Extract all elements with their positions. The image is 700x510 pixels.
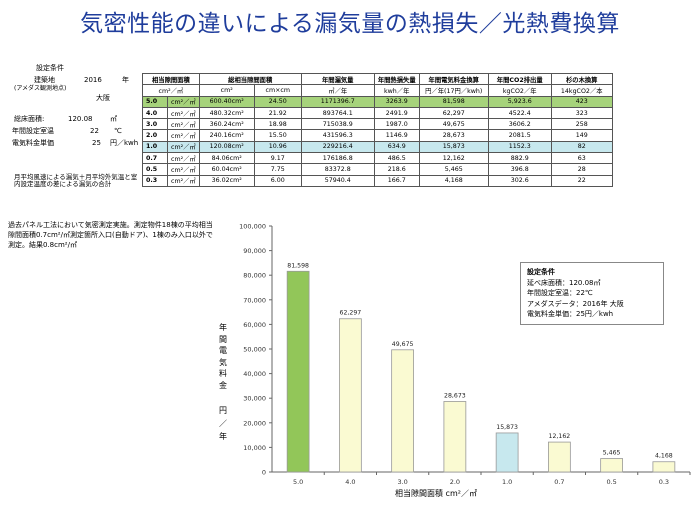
bar xyxy=(443,401,467,473)
bar xyxy=(495,432,519,473)
x-tick-label: 5.0 xyxy=(293,478,303,486)
bar xyxy=(286,270,310,473)
y-tick-label: 90,000 xyxy=(243,247,266,255)
y-tick-label: 30,000 xyxy=(243,395,266,403)
y-tick-label: 20,000 xyxy=(243,419,266,427)
temp-unit: ℃ xyxy=(114,127,122,135)
conditions-description: 月平均風速による漏気＋月平均外気温と室内設定温度の差による漏気の合計 xyxy=(14,173,138,189)
y-tick-label: 50,000 xyxy=(243,346,266,354)
y-axis-label: 年間電気料金 xyxy=(219,323,227,390)
x-tick-label: 4.0 xyxy=(345,478,355,486)
bar-value-label: 81,598 xyxy=(287,262,309,269)
y-axis-unit: 円／年 xyxy=(219,406,227,441)
year-value: 2016 xyxy=(84,76,102,84)
data-table: 相当隙間面積 総相当隙間面積 年間漏気量 年間熱損失量 年間電気料金換算 年間C… xyxy=(142,72,613,187)
bar xyxy=(339,318,362,473)
floor-area-value: 120.08 xyxy=(68,115,93,123)
temp-label: 年間設定室温 xyxy=(12,127,54,135)
building-label: 建築地 xyxy=(34,76,55,84)
measurement-note: 過去パネル工法において気密測定実施。測定物件18棟の平均相当隙間面積0.7cm²… xyxy=(8,221,213,250)
bar-value-label: 12,162 xyxy=(549,433,571,440)
settings-line: アメダスデータ：2016年 大阪 xyxy=(527,299,624,308)
rate-label: 電気料金単価 xyxy=(12,139,54,147)
y-tick-label: 80,000 xyxy=(243,272,266,280)
settings-line: 電気料金単価：25円／kwh xyxy=(527,310,614,318)
cell-ratio: 1.0 xyxy=(142,140,168,154)
location-value: 大阪 xyxy=(96,94,110,102)
bar xyxy=(600,458,623,473)
floor-area-unit: ㎡ xyxy=(110,115,117,123)
floor-area-label: 総床面積: xyxy=(14,115,45,123)
bar-value-label: 62,297 xyxy=(340,310,362,317)
conditions-heading: 設定条件 xyxy=(36,64,64,72)
table-row: 3.0 cm²／㎡ 360.24cm² 18.98 715038.9 1987.0 49,6… xyxy=(142,118,613,131)
y-tick-label: 40,000 xyxy=(243,370,266,378)
table-row: 5.0 cm²／㎡ 600.40cm² 24.50 1171396.7 3263.9 81,… xyxy=(142,95,613,108)
bar-value-label: 15,873 xyxy=(496,424,518,431)
x-tick-label: 0.7 xyxy=(554,478,564,486)
amedas-label: (アメダス観測地点) xyxy=(14,85,67,92)
table-row: 1.0 cm²／㎡ 120.08cm² 10.96 229216.4 634.9 15,87… xyxy=(142,140,613,154)
x-tick-label: 2.0 xyxy=(450,478,460,486)
x-tick-label: 0.5 xyxy=(606,478,616,486)
bar xyxy=(652,461,676,473)
bar-value-label: 5,465 xyxy=(603,450,621,457)
settings-line: 延べ床面積：120.08㎡ xyxy=(527,278,601,287)
bar-value-label: 28,673 xyxy=(444,392,466,399)
cell-co2: 302.6 xyxy=(487,174,552,187)
cell-ratio: 0.3 xyxy=(142,174,168,187)
y-tick-label: 10,000 xyxy=(243,444,266,452)
bar-value-label: 49,675 xyxy=(392,341,414,348)
col-header: 年間漏気量 xyxy=(300,72,375,86)
x-axis-label: 相当隙間面積 cm²／㎡ xyxy=(395,489,477,498)
temp-value: 22 xyxy=(90,127,99,135)
settings-box: 設定条件 延べ床面積：120.08㎡ 年間設定室温：22℃ アメダスデータ：20… xyxy=(520,262,664,325)
y-tick-label: 70,000 xyxy=(243,296,266,304)
year-unit: 年 xyxy=(122,76,129,84)
table-row: 0.3 cm²／㎡ 36.02cm² 6.00 57940.4 166.7 4,168 302… xyxy=(142,174,613,187)
settings-box-title: 設定条件 xyxy=(527,268,555,276)
cell-trees: 22 xyxy=(550,174,613,187)
rate-unit: 円／kwh xyxy=(110,139,139,147)
x-tick-label: 0.3 xyxy=(659,478,669,486)
cell-ratio: 5.0 xyxy=(142,95,168,108)
bar-value-label: 4,168 xyxy=(655,453,673,460)
page-title: 気密性能の違いによる漏気量の熱損失／光熱費換算 xyxy=(80,11,620,37)
table-body: 5.0 cm²／㎡ 600.40cm² 24.50 1171396.7 3263.9 81,… xyxy=(142,95,613,187)
col-header: 杉の木換算 xyxy=(550,72,613,86)
y-tick-label: 100,000 xyxy=(239,223,266,231)
bar xyxy=(548,441,571,473)
x-tick-label: 3.0 xyxy=(397,478,407,486)
y-tick-label: 60,000 xyxy=(243,321,266,329)
bar xyxy=(391,349,414,473)
settings-line: 年間設定室温：22℃ xyxy=(527,289,593,297)
table-subheader-row: cm²／㎡ cm² cm×cm ㎥／年 kwh／年 円／年(17円／kwh) k… xyxy=(142,84,613,97)
y-tick-label: 0 xyxy=(262,469,266,477)
x-tick-label: 1.0 xyxy=(502,478,512,486)
rate-value: 25 xyxy=(92,139,101,147)
cell-loss: 166.7 xyxy=(373,174,420,187)
